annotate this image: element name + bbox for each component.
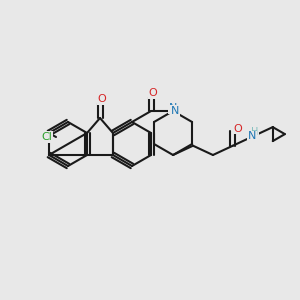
- Text: O: O: [149, 88, 158, 98]
- Text: H: H: [251, 128, 259, 137]
- Text: N: N: [248, 131, 256, 141]
- Text: O: O: [98, 94, 106, 104]
- Text: N: N: [171, 106, 179, 116]
- Text: N: N: [169, 103, 177, 113]
- Text: Cl: Cl: [42, 132, 52, 142]
- Text: O: O: [233, 124, 242, 134]
